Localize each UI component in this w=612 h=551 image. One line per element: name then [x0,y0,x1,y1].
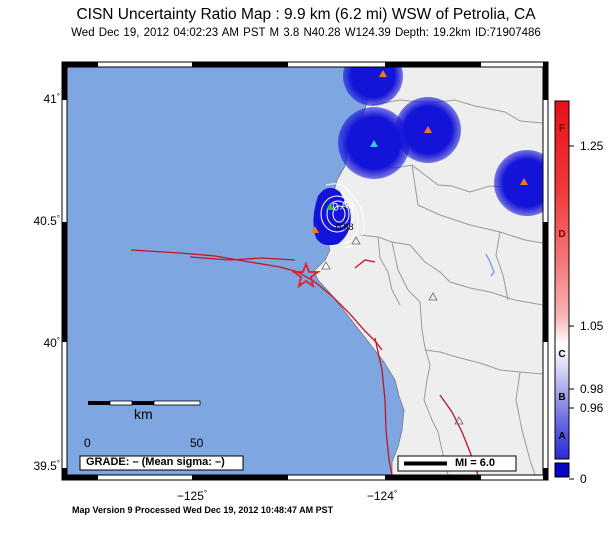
lon-label-124: −124° [366,489,398,503]
grade-letter-c: C [558,349,566,360]
grade-letter-d: D [558,229,566,240]
lat-label-39-5: 39.5° [33,459,60,473]
lat-label-40: 40° [43,336,60,350]
epicenter-star [291,261,321,289]
processing-footer: Map Version 9 Processed Wed Dec 19, 2012… [72,505,334,515]
stations [311,70,528,425]
scale-bar [88,400,201,406]
colorbar-value-5: 0 [580,472,587,486]
grade-letter-f: F [558,123,566,134]
grade-text: GRADE: – (Mean sigma: –) [86,456,225,468]
scale-start: 0 [84,436,91,450]
colorbar-value-4: 0.96 [580,401,604,415]
scale-unit: km [134,406,153,422]
lat-label-41: 41° [43,92,60,106]
map-title: CISN Uncertainty Ratio Map : 9.9 km (6.2… [76,6,536,23]
grade-letter-a: A [558,431,566,442]
mi-text: MI = 6.0 [455,457,496,469]
contour-lines [320,183,365,249]
grade-letter-b: B [558,392,566,403]
contour-label: -0.42 [328,197,355,215]
map-frame [61,61,549,481]
contour-label-small: 0.98 [336,222,354,232]
colorbar-value-3: 0.98 [580,382,604,396]
lat-label-40-5: 40.5° [33,214,60,228]
mi-box [397,455,517,472]
grade-box [79,455,244,471]
event-details: Wed Dec 19, 2012 04:02:23 AM PST M 3.8 N… [71,27,541,39]
lake [485,253,495,277]
colorbar [554,100,574,480]
uncertainty-zones [313,67,543,246]
scale-end: 50 [190,436,204,450]
lon-label-125: −125° [176,489,208,503]
map-area: -0.42 0.98 [67,67,543,475]
colorbar-value-2: 1.05 [580,319,604,333]
colorbar-value-1: 1.25 [580,139,604,153]
